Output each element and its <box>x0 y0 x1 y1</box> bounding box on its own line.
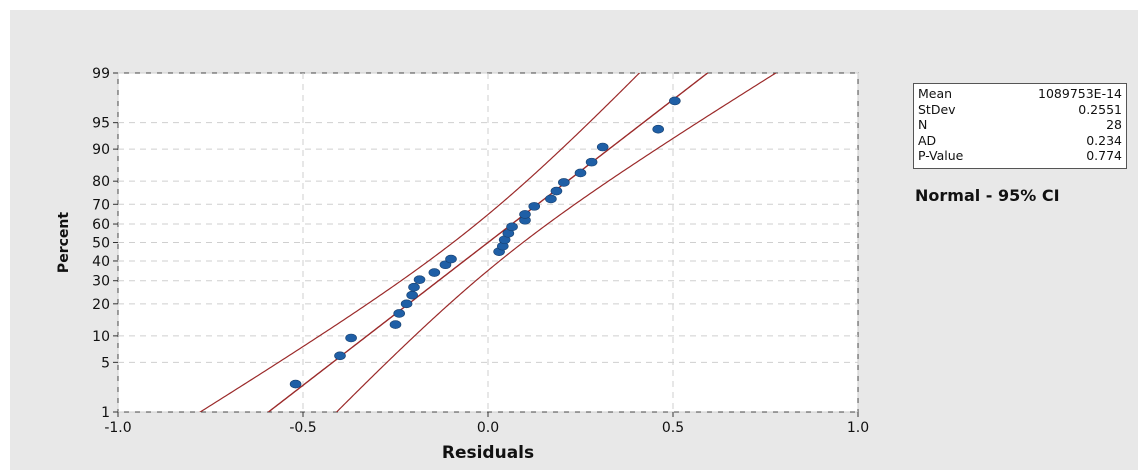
statistics-legend: Mean 1089753E-14 StDev 0.2551 N 28 AD 0.234 P-Va… <box>913 83 1127 169</box>
data-point <box>596 142 609 152</box>
data-point <box>558 178 570 187</box>
ci-upper-line <box>199 73 641 412</box>
data-point <box>528 202 541 211</box>
stat-row: P-Value 0.774 <box>918 148 1122 164</box>
x-tick-label: -0.5 <box>289 420 316 436</box>
stat-row: N 28 <box>918 117 1122 133</box>
data-point <box>652 124 665 134</box>
y-axis-title: Percent <box>56 212 72 273</box>
x-tick-label: 1.0 <box>847 420 869 436</box>
stat-value: 0.2551 <box>1078 101 1122 117</box>
data-point <box>289 379 302 389</box>
y-tick-label: 70 <box>92 197 110 213</box>
data-point <box>334 351 346 361</box>
data-point <box>574 168 587 178</box>
y-tick-label: 5 <box>101 355 110 371</box>
stat-value: 28 <box>1106 117 1122 132</box>
y-tick-label: 20 <box>92 297 110 313</box>
data-point <box>519 210 531 219</box>
y-tick-label: 99 <box>92 66 110 82</box>
x-tick-label: 0.0 <box>477 420 499 436</box>
ci-lower-line <box>335 73 777 412</box>
data-points <box>289 96 681 389</box>
stat-label: Mean <box>918 86 953 101</box>
x-tick-label: 0.5 <box>662 420 684 436</box>
stat-value: 1089753E-14 <box>1038 86 1122 101</box>
data-point <box>545 194 557 204</box>
data-point <box>413 275 426 284</box>
stat-row: AD 0.234 <box>918 133 1122 149</box>
chart-frame: -1.0 -0.5 0.0 0.5 1.0 1 5 10 20 30 40 50 60 70 80 90 95 9… <box>10 10 1138 470</box>
gridlines <box>117 72 859 413</box>
y-tick-label: 10 <box>92 329 110 345</box>
data-point <box>389 320 402 329</box>
stat-value: 0.774 <box>1086 148 1122 163</box>
fit-and-ci-lines <box>199 73 777 412</box>
data-point <box>428 268 441 277</box>
distribution-label: Normal - 95% CI <box>915 186 1060 205</box>
y-tick-label: 95 <box>92 116 110 132</box>
stat-label: P-Value <box>918 148 964 163</box>
data-point <box>406 290 418 300</box>
stat-row: StDev 0.2551 <box>918 102 1122 118</box>
stat-row: Mean 1089753E-14 <box>918 86 1122 102</box>
y-tick-label: 40 <box>92 254 110 270</box>
stat-label: StDev <box>918 101 956 117</box>
stat-label: AD <box>918 132 937 148</box>
data-point <box>400 299 413 309</box>
y-tick-label: 60 <box>92 217 110 233</box>
y-tick-label: 30 <box>92 274 110 290</box>
x-axis-title: Residuals <box>442 443 534 463</box>
y-tick-label: 80 <box>92 174 110 190</box>
y-tick-label: 90 <box>92 142 110 158</box>
probability-plot: -1.0 -0.5 0.0 0.5 1.0 1 5 10 20 30 40 50 60 70 80 90 95 9… <box>56 66 869 463</box>
y-tick-label: 50 <box>92 236 110 252</box>
data-point <box>550 186 563 196</box>
data-point <box>393 309 406 318</box>
data-point <box>669 96 681 106</box>
data-point <box>345 333 357 343</box>
fitted-line <box>267 73 709 412</box>
data-point <box>506 222 518 232</box>
stat-label: N <box>918 117 928 132</box>
data-point <box>445 254 457 264</box>
data-point <box>408 282 420 292</box>
axes: -1.0 -0.5 0.0 0.5 1.0 1 5 10 20 30 40 50 60 70 80 90 95 9… <box>92 66 869 436</box>
x-tick-label: -1.0 <box>104 420 131 436</box>
data-point <box>585 157 598 167</box>
stat-value: 0.234 <box>1086 132 1122 148</box>
y-tick-label: 1 <box>101 405 110 421</box>
